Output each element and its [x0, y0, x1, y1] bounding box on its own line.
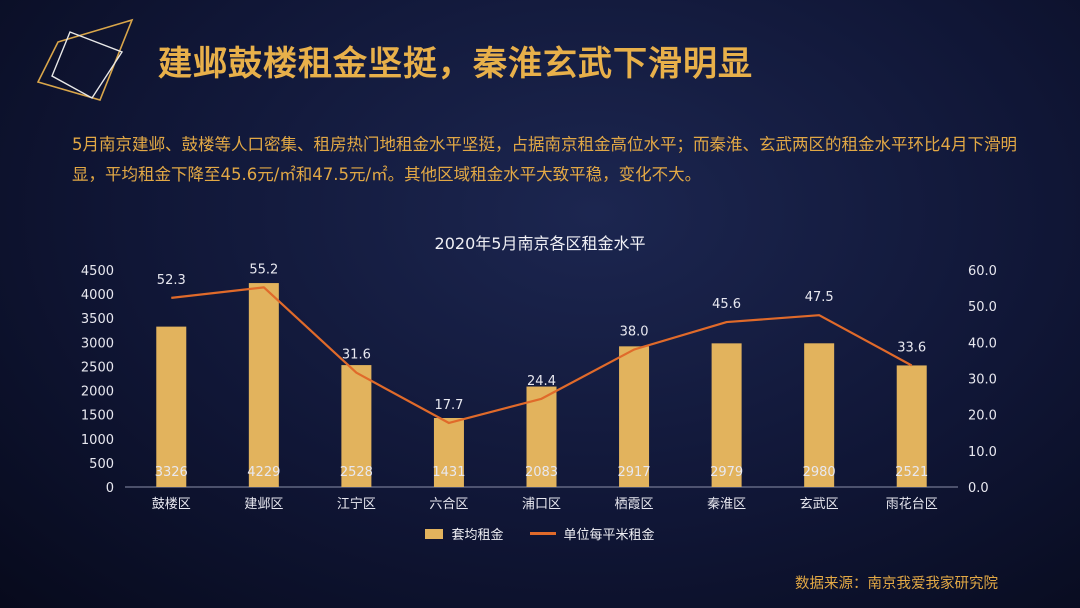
legend-item-bar: 套均租金	[425, 524, 504, 543]
legend-line-swatch	[529, 532, 556, 535]
line-value-label: 17.7	[434, 398, 463, 413]
y-right-tick-label: 10.0	[968, 445, 997, 460]
y-right-tick-label: 50.0	[968, 300, 997, 315]
line-value-label: 55.2	[249, 262, 278, 277]
y-right-tick-label: 60.0	[968, 264, 997, 279]
y-right-tick-label: 30.0	[968, 373, 997, 388]
x-tick-label: 秦淮区	[707, 497, 746, 512]
y-right-tick-label: 0.0	[968, 481, 989, 496]
y-left-tick-label: 500	[89, 457, 114, 472]
legend-bar-swatch	[425, 528, 444, 539]
x-tick-label: 栖霞区	[615, 497, 654, 512]
bar-value-label: 2980	[803, 465, 836, 480]
description-text: 5月南京建邺、鼓楼等人口密集、租房热门地租金水平坚挺，占据南京租金高位水平；而秦…	[72, 135, 1017, 184]
x-tick-label: 六合区	[429, 497, 468, 512]
bar-value-label: 2917	[618, 465, 651, 480]
bar-value-label: 4229	[247, 465, 280, 480]
line-value-label: 45.6	[712, 297, 741, 312]
legend-label-bar: 套均租金	[451, 528, 504, 543]
page-title: 建邺鼓楼租金坚挺，秦淮玄武下滑明显	[158, 44, 753, 84]
data-source: 数据来源：南京我爱我家研究院	[795, 576, 998, 592]
bar	[711, 343, 742, 487]
chart-legend: 套均租金 单位每平米租金	[0, 524, 1080, 543]
bar	[433, 417, 464, 487]
line-value-label: 52.3	[157, 273, 186, 288]
y-left-tick-label: 2500	[81, 360, 114, 375]
y-left-tick-label: 4000	[81, 288, 114, 303]
legend-item-line: 单位每平米租金	[529, 524, 655, 543]
chart-title: 2020年5月南京各区租金水平	[434, 234, 646, 253]
y-left-tick-label: 2000	[81, 385, 114, 400]
bar	[896, 365, 927, 487]
line-value-label: 24.4	[527, 374, 556, 389]
x-tick-label: 雨花台区	[886, 496, 938, 512]
y-left-tick-label: 4500	[81, 264, 114, 279]
bar	[341, 365, 372, 487]
y-left-tick-label: 0	[106, 481, 114, 496]
bar-value-label: 1431	[432, 465, 465, 480]
legend-label-line: 单位每平米租金	[563, 528, 655, 543]
x-tick-label: 江宁区	[337, 496, 376, 512]
y-left-tick-label: 1500	[81, 409, 114, 424]
line-value-label: 31.6	[342, 348, 371, 363]
y-left-tick-label: 3500	[81, 312, 114, 327]
y-left-tick-label: 1000	[81, 433, 114, 448]
bar	[156, 326, 187, 487]
y-right-tick-label: 40.0	[968, 336, 997, 351]
y-right-tick-label: 20.0	[968, 409, 997, 424]
logo-icon	[36, 18, 134, 101]
bar	[804, 343, 835, 487]
line-value-label: 33.6	[897, 340, 926, 355]
bar	[619, 346, 650, 487]
line-value-label: 38.0	[620, 325, 649, 340]
line-value-label: 47.5	[805, 290, 834, 305]
bar-value-label: 2083	[525, 465, 558, 480]
bar-value-label: 2521	[895, 465, 928, 480]
x-tick-label: 鼓楼区	[152, 497, 191, 512]
x-tick-label: 建邺区	[244, 497, 283, 512]
y-left-tick-label: 3000	[81, 336, 114, 351]
bar-value-label: 3326	[155, 465, 188, 480]
x-tick-label: 玄武区	[800, 497, 839, 512]
bar	[248, 283, 279, 487]
bar-value-label: 2979	[710, 465, 743, 480]
x-tick-label: 浦口区	[522, 497, 561, 512]
bar	[526, 386, 557, 487]
series-line	[171, 286, 913, 425]
bar-value-label: 2528	[340, 465, 373, 480]
